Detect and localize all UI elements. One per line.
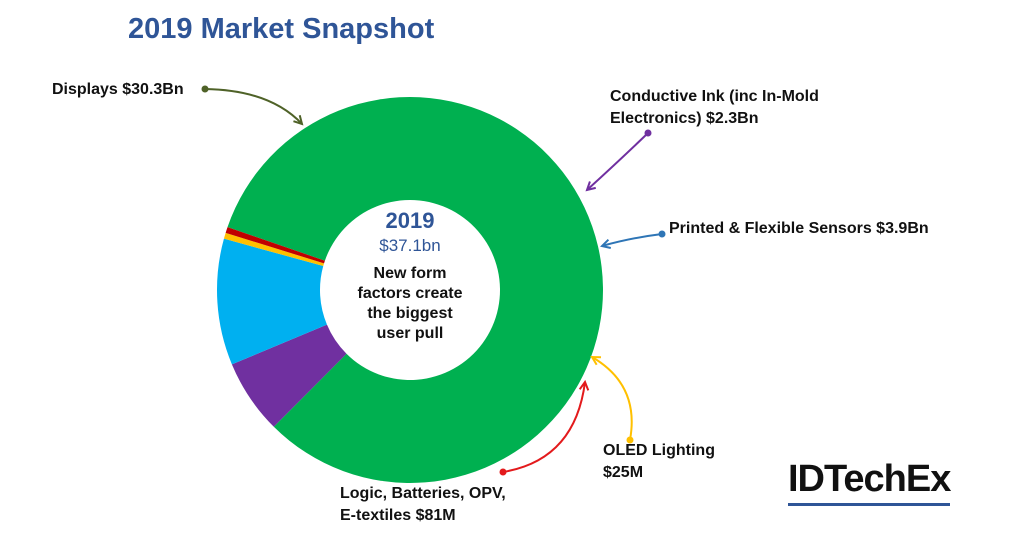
connector-dot-sensors xyxy=(658,230,666,238)
connector-arrow-oled xyxy=(590,355,602,366)
label-line: Logic, Batteries, OPV, xyxy=(340,485,506,502)
label-line: $25M xyxy=(603,464,644,481)
connector-dot-logic xyxy=(499,468,507,476)
donut-slices xyxy=(216,97,604,483)
connector-ink xyxy=(586,132,649,191)
connector-dot-ink xyxy=(644,129,652,137)
connector-arrow-logic xyxy=(578,379,590,391)
connector-arrow-ink xyxy=(585,181,596,192)
connector-dot-oled xyxy=(626,436,634,444)
center-year: 2019 xyxy=(385,208,435,233)
label-logic-batteries: Logic, Batteries, OPV, E-textiles $81M xyxy=(340,483,506,527)
center-caption-line: the biggest xyxy=(367,305,453,322)
idtechex-logo: IDTechEx xyxy=(788,458,951,506)
label-line: Printed & Flexible Sensors $3.9Bn xyxy=(669,220,929,237)
slice-printed-flexible-sensors xyxy=(216,238,327,365)
chart-title: 2019 Market Snapshot xyxy=(128,13,435,45)
label-line: Conductive Ink (inc In-Mold xyxy=(610,88,819,105)
slice-conductive-ink-inc-in-mold-electronics xyxy=(231,324,347,427)
connector-sensors xyxy=(601,233,663,247)
center-caption-line: factors create xyxy=(357,285,463,302)
label-displays: Displays $30.3Bn xyxy=(52,79,184,101)
connector-oled xyxy=(591,356,633,441)
center-total: $37.1bn xyxy=(379,236,441,255)
label-line: OLED Lighting xyxy=(603,442,715,459)
label-line: E-textiles $81M xyxy=(340,507,456,524)
label-line: Displays $30.3Bn xyxy=(52,81,184,98)
slice-logic-batteries-opv-e-textiles xyxy=(225,227,325,264)
center-caption-line: New form xyxy=(373,265,447,282)
connector-logic xyxy=(502,381,586,473)
center-caption-line: user pull xyxy=(376,325,444,342)
label-sensors: Printed & Flexible Sensors $3.9Bn xyxy=(669,218,929,240)
connector-displays xyxy=(204,88,303,125)
center-caption: New form factors create the biggest user… xyxy=(340,264,480,344)
label-oled-lighting: OLED Lighting $25M xyxy=(603,440,715,484)
connector-arrow-displays xyxy=(293,115,304,126)
slice-displays xyxy=(227,97,604,483)
connector-dot-displays xyxy=(201,85,209,93)
label-connectors xyxy=(201,85,666,476)
label-conductive-ink: Conductive Ink (inc In-Mold Electronics)… xyxy=(610,86,819,130)
label-line: Electronics) $2.3Bn xyxy=(610,110,759,127)
slice-oled-lighting xyxy=(223,232,325,267)
connector-arrow-sensors xyxy=(599,238,611,249)
